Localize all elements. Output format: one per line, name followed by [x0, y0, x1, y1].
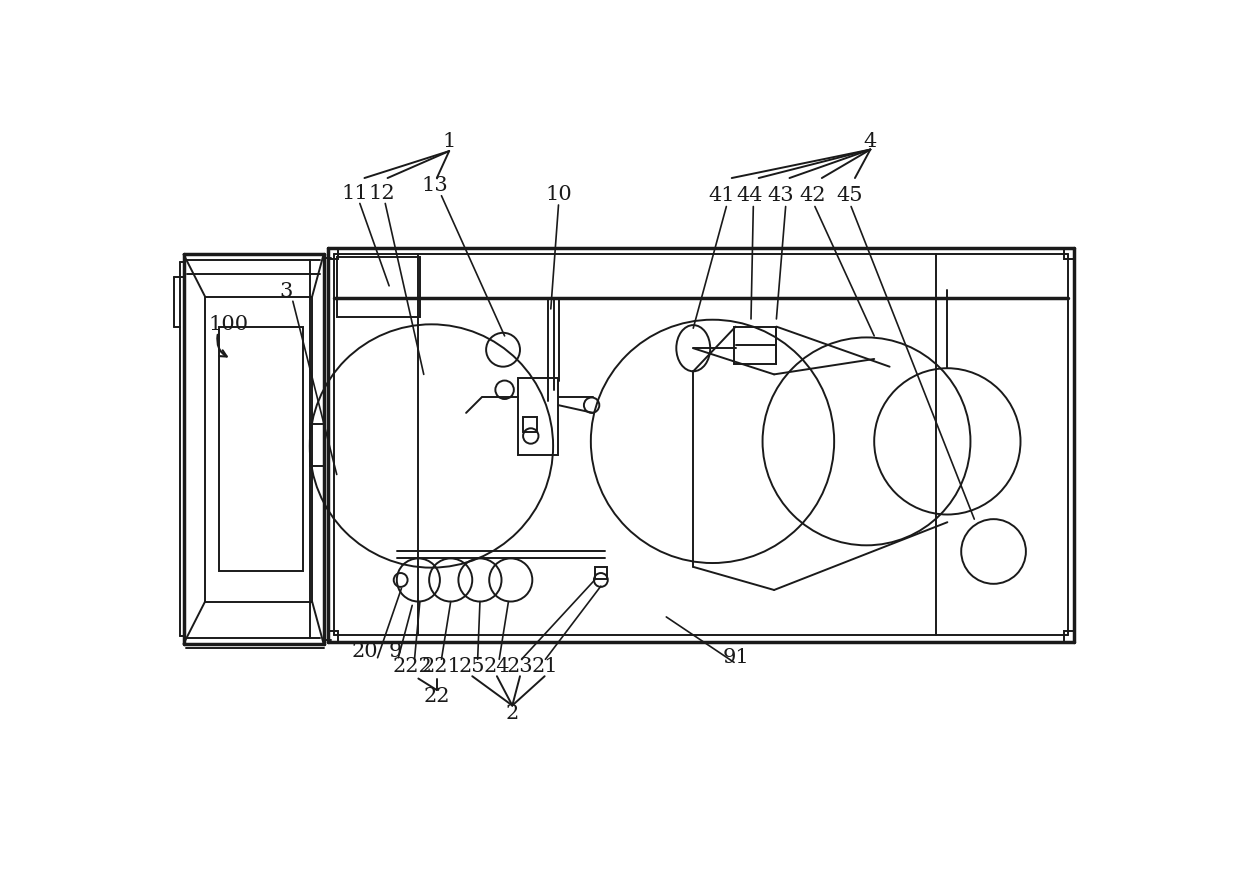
Text: 3: 3	[280, 281, 293, 301]
Bar	[310, 424, 324, 466]
Text: 9: 9	[388, 642, 402, 661]
Bar	[219, 328, 303, 571]
Text: 222: 222	[392, 657, 432, 676]
Bar	[327, 631, 339, 642]
Text: 22: 22	[424, 687, 450, 705]
Text: 45: 45	[836, 186, 863, 205]
Bar	[205, 296, 312, 601]
Bar	[1064, 631, 1074, 642]
Text: 12: 12	[368, 184, 394, 203]
Bar	[327, 248, 339, 259]
Bar	[595, 567, 608, 579]
Text: 24: 24	[484, 657, 510, 676]
Text: 20: 20	[351, 642, 378, 661]
Text: 221: 221	[422, 657, 461, 676]
Text: 11: 11	[341, 184, 368, 203]
Bar	[1064, 248, 1074, 259]
Text: 43: 43	[768, 186, 794, 205]
Text: 21: 21	[531, 657, 558, 676]
Text: 2: 2	[506, 704, 518, 723]
Bar	[337, 257, 420, 316]
Text: 100: 100	[208, 315, 248, 334]
Text: 10: 10	[546, 185, 572, 205]
Text: 41: 41	[708, 186, 735, 205]
Text: 91: 91	[722, 649, 749, 667]
Text: 25: 25	[459, 657, 486, 676]
Bar	[734, 327, 776, 364]
Text: 13: 13	[422, 177, 449, 195]
Bar	[518, 378, 558, 455]
Text: 42: 42	[800, 186, 826, 205]
Text: 44: 44	[737, 186, 763, 205]
Bar	[523, 417, 537, 432]
Text: 4: 4	[864, 132, 877, 151]
Text: 1: 1	[443, 132, 456, 151]
Text: 23: 23	[507, 657, 533, 676]
